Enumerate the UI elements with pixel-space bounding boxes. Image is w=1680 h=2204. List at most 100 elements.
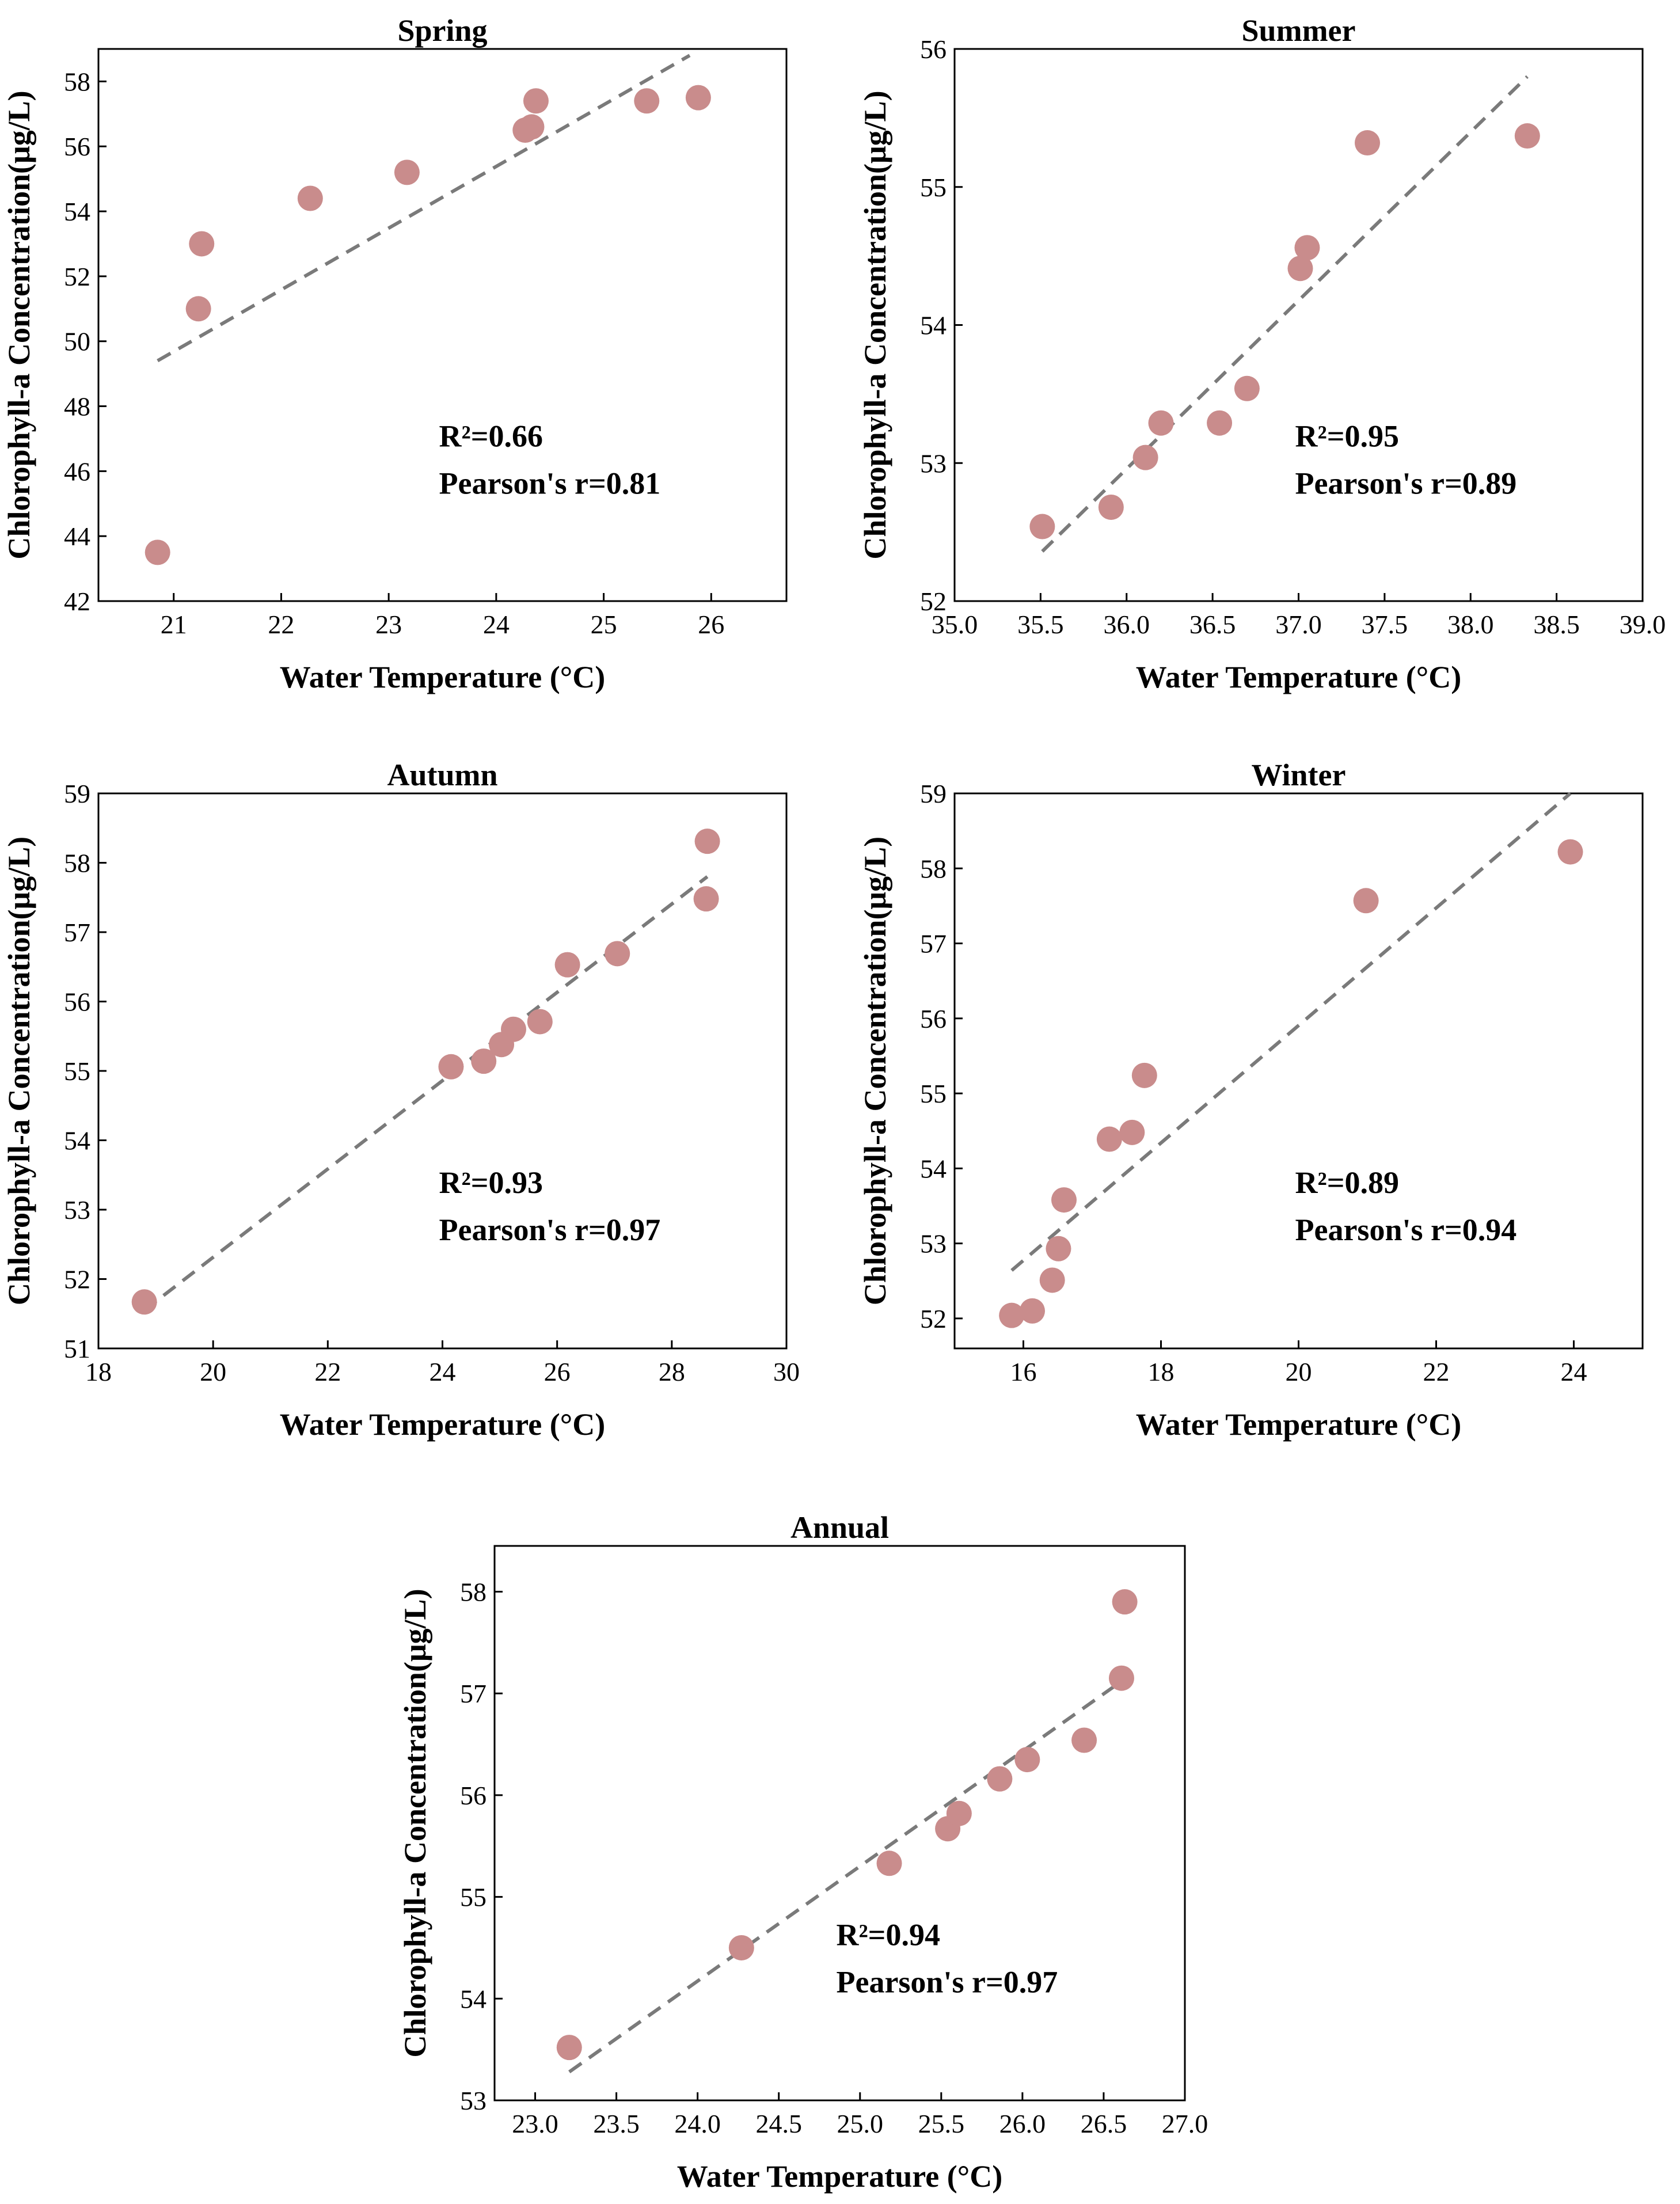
y-tick-label: 46 xyxy=(64,457,90,486)
data-point xyxy=(1108,1665,1134,1691)
y-axis-label: Chlorophyll-a Concentration(μg/L) xyxy=(2,837,36,1305)
data-point xyxy=(1046,1236,1071,1261)
data-point xyxy=(634,88,660,114)
data-point xyxy=(1098,494,1124,520)
y-axis-label: Chlorophyll-a Concentration(μg/L) xyxy=(858,837,892,1305)
x-tick-label: 23.5 xyxy=(593,2109,640,2138)
data-point xyxy=(605,941,630,967)
x-tick-label: 24 xyxy=(1561,1357,1587,1386)
data-point xyxy=(987,1766,1013,1792)
data-point xyxy=(438,1054,464,1080)
chart-title: Annual xyxy=(790,1510,889,1545)
data-point xyxy=(523,88,549,114)
r-squared-annotation: R²=0.94 xyxy=(837,1917,940,1952)
spring-panel: Spring 21 22 23 24 25 26 42 44 46 48 50 52 54 56 58 Wate… xyxy=(2,13,788,694)
data-point xyxy=(471,1048,497,1074)
pearson-annotation: Pearson's r=0.94 xyxy=(1295,1213,1517,1247)
data-point xyxy=(1514,123,1540,149)
x-tick-label: 18 xyxy=(1148,1357,1175,1386)
chart-title: Winter xyxy=(1252,758,1346,792)
chart-title: Autumn xyxy=(387,758,497,792)
y-tick-label: 56 xyxy=(64,987,90,1017)
y-axis-label: Chlorophyll-a Concentration(μg/L) xyxy=(398,1589,432,2057)
x-tick-label: 20 xyxy=(200,1357,226,1386)
y-tick-label: 54 xyxy=(920,311,947,340)
x-tick-label: 24.0 xyxy=(674,2109,721,2138)
y-axis-label: Chlorophyll-a Concentration(μg/L) xyxy=(858,90,892,559)
data-point xyxy=(999,1302,1025,1328)
y-tick-label: 52 xyxy=(920,587,947,616)
data-point xyxy=(1353,888,1379,914)
chart-title: Spring xyxy=(397,13,487,48)
data-point xyxy=(1355,130,1380,156)
x-tick-label: 36.0 xyxy=(1104,610,1150,639)
data-point xyxy=(694,829,720,854)
x-axis-label: Water Temperature (°C) xyxy=(677,2159,1003,2194)
r-squared-annotation: R²=0.66 xyxy=(439,419,543,453)
x-tick-label: 18 xyxy=(85,1357,112,1386)
y-tick-label: 57 xyxy=(920,929,947,959)
y-tick-label: 56 xyxy=(920,35,947,64)
x-tick-label: 25 xyxy=(591,610,617,639)
y-tick-label: 53 xyxy=(920,449,947,478)
y-tick-label: 52 xyxy=(64,262,90,291)
x-tick-label: 35.0 xyxy=(932,610,978,639)
plot-frame xyxy=(97,48,788,602)
y-tick-label: 56 xyxy=(64,132,90,161)
winter-panel: Winter 16 18 20 22 24 52 53 54 55 56 57 58 59 Water Te… xyxy=(858,758,1644,1442)
x-tick-label: 38.5 xyxy=(1533,610,1580,639)
x-tick-label: 38.0 xyxy=(1447,610,1494,639)
data-point xyxy=(693,886,719,912)
data-point xyxy=(145,539,170,565)
data-point xyxy=(519,114,545,140)
data-point xyxy=(131,1289,157,1315)
x-tick-label: 36.5 xyxy=(1189,610,1236,639)
data-point xyxy=(946,1800,972,1826)
data-point xyxy=(1014,1747,1040,1773)
x-tick-label: 26 xyxy=(698,610,724,639)
y-tick-label: 54 xyxy=(64,197,90,226)
y-tick-label: 54 xyxy=(920,1154,947,1183)
data-point xyxy=(189,231,215,257)
data-point xyxy=(500,1016,526,1042)
x-tick-label: 24 xyxy=(429,1357,456,1386)
data-point xyxy=(185,296,211,322)
y-tick-label: 55 xyxy=(920,173,947,202)
x-tick-label: 27.0 xyxy=(1162,2109,1208,2138)
data-point xyxy=(1119,1119,1145,1145)
plot-frame xyxy=(953,792,1644,1350)
y-tick-label: 59 xyxy=(920,779,947,808)
r-squared-annotation: R²=0.95 xyxy=(1295,419,1399,453)
data-point xyxy=(556,2035,582,2061)
x-tick-label: 23 xyxy=(375,610,402,639)
plot-frame xyxy=(953,48,1644,602)
trend-line xyxy=(1010,792,1572,1272)
data-point xyxy=(1234,375,1260,401)
x-axis-label: Water Temperature (°C) xyxy=(1136,1407,1462,1442)
y-tick-label: 58 xyxy=(64,849,90,878)
data-point xyxy=(1020,1298,1046,1324)
data-point xyxy=(1071,1727,1097,1753)
x-tick-label: 39.0 xyxy=(1620,610,1666,639)
y-axis-label: Chlorophyll-a Concentration(μg/L) xyxy=(2,90,36,559)
pearson-annotation: Pearson's r=0.97 xyxy=(439,1213,661,1247)
data-point xyxy=(1096,1126,1122,1152)
chart-title: Summer xyxy=(1242,13,1356,48)
x-tick-label: 25.5 xyxy=(918,2109,965,2138)
x-tick-label: 26.0 xyxy=(999,2109,1046,2138)
x-axis-label: Water Temperature (°C) xyxy=(280,1407,606,1442)
y-tick-label: 51 xyxy=(64,1334,90,1363)
x-tick-label: 24.5 xyxy=(755,2109,802,2138)
x-tick-label: 35.5 xyxy=(1017,610,1064,639)
data-point xyxy=(1132,444,1158,470)
y-tick-label: 52 xyxy=(64,1265,90,1294)
x-tick-label: 22 xyxy=(1423,1357,1450,1386)
trend-line xyxy=(1041,75,1529,553)
r-squared-annotation: R²=0.89 xyxy=(1295,1165,1399,1200)
x-tick-label: 37.5 xyxy=(1362,610,1408,639)
y-tick-label: 57 xyxy=(460,1679,486,1708)
data-point xyxy=(728,1935,754,1960)
data-point xyxy=(297,185,323,211)
y-tick-label: 56 xyxy=(460,1781,486,1810)
